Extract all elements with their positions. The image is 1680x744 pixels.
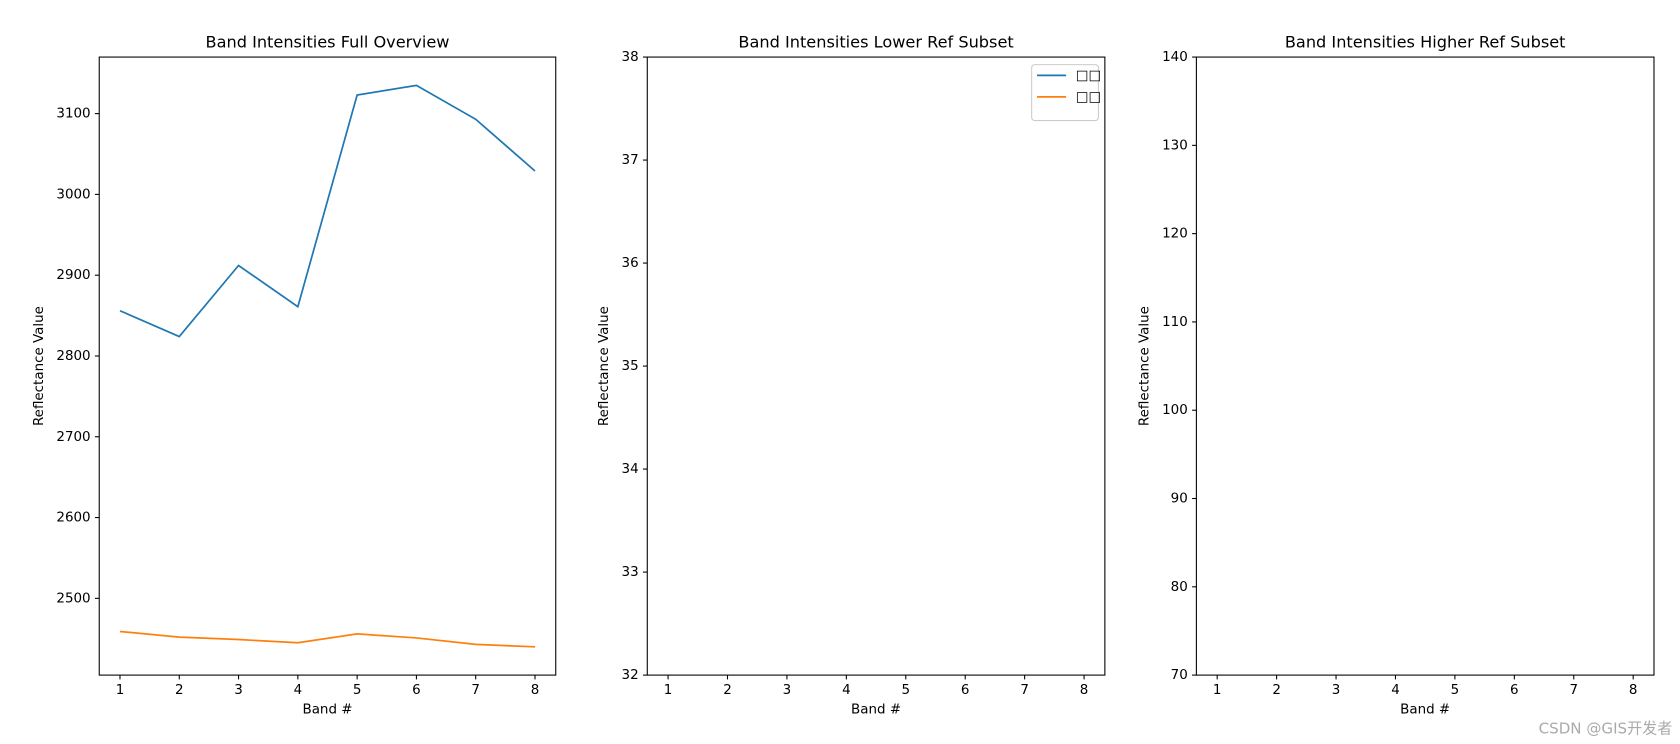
y-tick-label: 34	[622, 462, 639, 477]
y-axis-label: Reflectance Value	[597, 306, 612, 426]
y-tick-label: 100	[1162, 403, 1188, 418]
x-tick-label: 4	[1391, 683, 1400, 698]
y-tick-label: 35	[622, 359, 639, 374]
x-axis-label: Band #	[851, 703, 901, 718]
y-tick-label: 120	[1162, 227, 1188, 242]
chart-title: Band Intensities Full Overview	[206, 33, 450, 52]
y-tick-label: 110	[1162, 315, 1188, 330]
x-tick-label: 8	[531, 683, 540, 698]
plot-frame	[646, 56, 1106, 676]
y-tick-label: 80	[1171, 580, 1188, 595]
legend-box	[1031, 64, 1099, 122]
chart-title: Band Intensities Lower Ref Subset	[738, 33, 1013, 52]
x-tick-label: 1	[116, 683, 125, 698]
y-axis-label: Reflectance Value	[1138, 306, 1153, 426]
y-tick-label: 32	[622, 668, 639, 683]
x-tick-label: 6	[412, 683, 421, 698]
x-tick-label: 2	[1272, 683, 1281, 698]
x-axis-label: Band #	[1400, 703, 1450, 718]
subplot: Band Intensities Full Overview Band # 2500…	[32, 33, 557, 718]
watermark: CSDN @GIS开发者	[1539, 719, 1673, 737]
y-tick-label: 2800	[56, 349, 90, 364]
y-tick-label: 3100	[56, 107, 90, 122]
x-tick-label: 8	[1629, 683, 1638, 698]
chart-title: Band Intensities Higher Ref Subset	[1285, 33, 1566, 52]
y-tick-label: 2900	[56, 268, 90, 283]
subplot: Band Intensities Lower Ref Subset Band # 3…	[597, 33, 1106, 718]
y-tick-label: 2500	[56, 591, 90, 606]
x-tick-label: 8	[1080, 683, 1089, 698]
y-tick-label: 140	[1162, 50, 1188, 65]
y-tick-label: 2700	[56, 430, 90, 445]
x-tick-label: 6	[961, 683, 970, 698]
x-tick-label: 1	[664, 683, 673, 698]
legend-label: □□	[1076, 68, 1101, 83]
y-tick-label: 37	[622, 153, 639, 168]
y-tick-label: 38	[622, 50, 639, 65]
x-tick-label: 3	[234, 683, 243, 698]
y-tick-label: 36	[622, 256, 639, 271]
x-tick-label: 7	[1020, 683, 1029, 698]
x-tick-label: 1	[1213, 683, 1222, 698]
x-tick-label: 2	[723, 683, 732, 698]
plot-frame	[1195, 56, 1655, 676]
subplot: Band Intensities Higher Ref Subset Band #…	[1138, 33, 1655, 718]
y-tick-label: 33	[622, 565, 639, 580]
y-tick-label: 2600	[56, 511, 90, 526]
x-tick-label: 7	[1569, 683, 1578, 698]
x-tick-label: 3	[1332, 683, 1341, 698]
x-tick-label: 6	[1510, 683, 1519, 698]
x-tick-label: 4	[294, 683, 303, 698]
x-tick-label: 4	[842, 683, 851, 698]
x-tick-label: 5	[902, 683, 911, 698]
series-line	[119, 630, 536, 648]
y-tick-label: 3000	[56, 187, 90, 202]
x-tick-label: 5	[353, 683, 362, 698]
y-tick-label: 130	[1162, 138, 1188, 153]
plot-frame	[98, 56, 557, 676]
y-tick-label: 90	[1171, 492, 1188, 507]
legend-label: □□	[1076, 90, 1101, 105]
x-tick-label: 7	[471, 683, 480, 698]
y-tick-label: 70	[1171, 668, 1188, 683]
x-tick-label: 3	[783, 683, 792, 698]
series-line	[119, 84, 536, 338]
x-tick-label: 2	[175, 683, 184, 698]
y-axis-label: Reflectance Value	[32, 306, 47, 426]
x-tick-label: 5	[1451, 683, 1460, 698]
x-axis-label: Band #	[302, 703, 352, 718]
